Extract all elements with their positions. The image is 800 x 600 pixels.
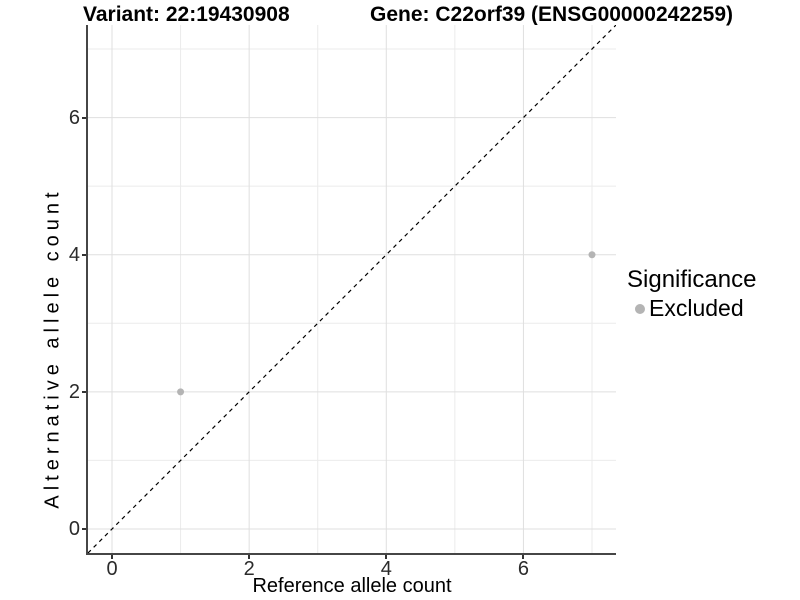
y-tick-mark [82,528,86,530]
x-axis-title: Reference allele count [252,575,452,597]
x-tick-label: 6 [517,558,529,580]
y-tick-label: 4 [68,243,80,266]
data-point [177,388,185,396]
y-tick-label: 6 [68,106,80,129]
legend-item-excluded: Excluded [627,295,756,322]
y-tick-mark [82,116,86,119]
plot-canvas [88,25,616,553]
plot-panel [86,25,616,555]
x-tick-mark [522,555,525,559]
y-axis-title: Alternative allele count [41,187,64,509]
legend: Significance Excluded [627,266,756,322]
y-tick-mark [82,390,86,393]
x-tick-mark [248,555,251,559]
x-tick-label: 2 [243,558,255,580]
plot-title-variant: Variant: 22:19430908 [83,3,290,26]
x-tick-label: 4 [380,558,392,580]
x-tick-label: 0 [106,558,118,580]
plot-title-gene: Gene: C22orf39 (ENSG00000242259) [370,3,734,26]
y-tick-label: 2 [68,380,80,403]
legend-title: Significance [627,266,757,293]
y-tick-mark [82,253,86,256]
x-tick-mark [385,555,388,559]
legend-item-label: Excluded [649,295,744,321]
legend-key-dot-icon [635,303,645,314]
data-point [588,251,596,259]
x-tick-mark [111,555,113,559]
identity-line [88,25,616,553]
y-tick-label: 0 [68,518,80,540]
